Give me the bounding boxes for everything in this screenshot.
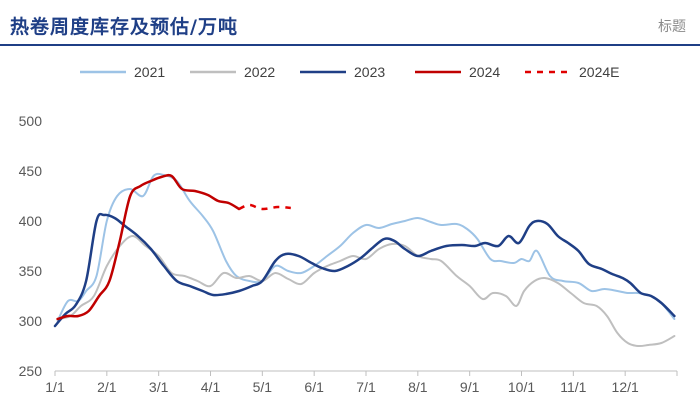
y-tick-label: 250	[19, 363, 43, 379]
x-tick-label: 9/1	[460, 379, 480, 395]
x-tick-label: 10/1	[508, 379, 535, 395]
y-tick-label: 450	[19, 163, 43, 179]
x-axis: 1/1 2/1 3/1 4/1 5/1 6/1 7/1 8/1 9/1 10/1 11/1 12/1	[45, 370, 678, 395]
y-axis: 250 300 350 400 450 500	[19, 113, 43, 379]
x-tick-label: 2/1	[97, 379, 117, 395]
series-line-2022	[56, 235, 676, 348]
x-tick-label: 8/1	[408, 379, 428, 395]
x-tick-label: 12/1	[612, 379, 639, 395]
chart-legend: 2021 2022 2023 2024 2024E	[80, 64, 619, 80]
series-line-2023	[53, 212, 676, 328]
x-tick-label: 1/1	[45, 379, 65, 395]
y-tick-label: 400	[19, 213, 43, 229]
x-tick-label: 3/1	[149, 379, 169, 395]
chart-tag: 标题	[658, 19, 686, 35]
chart-title: 热卷周度库存及预估/万吨	[10, 16, 238, 38]
x-tick-label: 5/1	[253, 379, 273, 395]
x-tick-label: 7/1	[356, 379, 376, 395]
legend-label-2021: 2021	[134, 64, 165, 80]
series-line-2024e	[238, 203, 291, 211]
legend-label-2024e: 2024E	[579, 64, 619, 80]
series-lines	[53, 172, 676, 348]
y-tick-label: 300	[19, 313, 43, 329]
series-line-2024	[56, 173, 241, 321]
legend-label-2023: 2023	[354, 64, 385, 80]
legend-label-2024: 2024	[469, 64, 500, 80]
y-tick-label: 500	[19, 113, 43, 129]
y-tick-label: 350	[19, 263, 43, 279]
x-tick-label: 6/1	[304, 379, 324, 395]
x-tick-label: 11/1	[560, 379, 586, 395]
legend-label-2022: 2022	[244, 64, 275, 80]
title-divider	[0, 44, 700, 46]
x-tick-label: 4/1	[201, 379, 221, 395]
